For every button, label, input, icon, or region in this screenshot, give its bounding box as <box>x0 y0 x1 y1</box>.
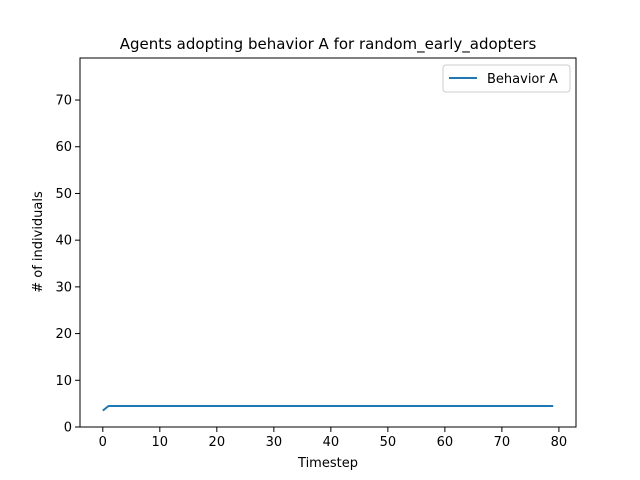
y-tick-label: 0 <box>64 421 72 436</box>
x-axis-ticks: 0 10 20 30 40 50 60 70 80 <box>99 427 568 450</box>
x-tick-label: 60 <box>437 435 454 450</box>
y-tick-label: 50 <box>55 187 72 202</box>
x-tick-label: 40 <box>323 435 340 450</box>
plot-area: 0 10 20 30 40 50 60 70 80 0 10 20 30 40 50 60 70 <box>55 57 577 450</box>
y-axis-title: # of individuals <box>31 191 46 293</box>
x-tick-label: 30 <box>266 435 283 450</box>
y-tick-label: 70 <box>55 94 72 109</box>
chart-title: Agents adopting behavior A for random_ea… <box>120 35 537 54</box>
y-tick-label: 40 <box>55 234 72 249</box>
x-tick-label: 80 <box>551 435 568 450</box>
x-tick-label: 20 <box>209 435 226 450</box>
legend: Behavior A <box>442 64 571 93</box>
legend-label-behavior-a: Behavior A <box>487 72 558 87</box>
y-axis-ticks: 0 10 20 30 40 50 60 70 <box>55 94 80 436</box>
y-tick-label: 60 <box>55 140 72 155</box>
x-tick-label: 70 <box>494 435 511 450</box>
plot-frame <box>79 57 577 428</box>
x-tick-label: 0 <box>99 435 107 450</box>
x-tick-label: 50 <box>380 435 397 450</box>
x-axis-title: Timestep <box>297 456 358 471</box>
series-line-behavior-a <box>102 404 554 412</box>
x-tick-label: 10 <box>152 435 169 450</box>
legend-box <box>442 64 571 93</box>
y-tick-label: 20 <box>55 327 72 342</box>
series-layer <box>102 404 554 412</box>
y-tick-label: 30 <box>55 280 72 295</box>
y-tick-label: 10 <box>55 374 72 389</box>
